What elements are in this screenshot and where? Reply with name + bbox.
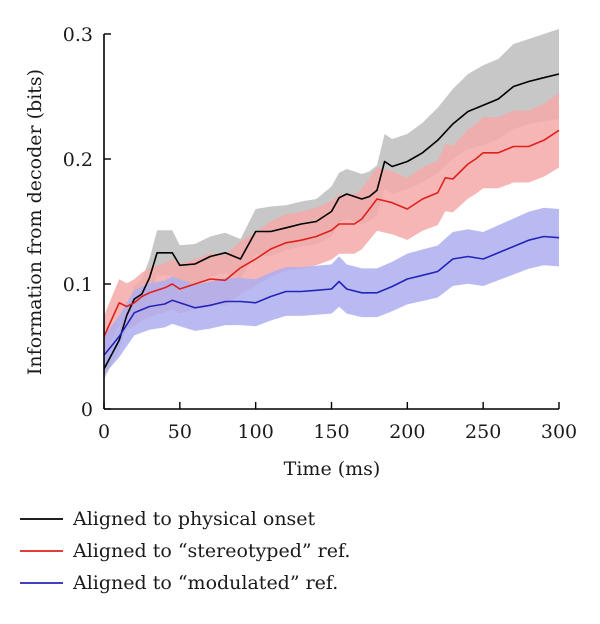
lines-layer xyxy=(103,73,560,370)
legend-label-2: Aligned to “modulated” ref. xyxy=(72,572,338,594)
x-tick-label: 250 xyxy=(465,421,501,443)
x-ticks: 0 50 100 150 200 250 300 xyxy=(98,402,577,443)
legend-label-0: Aligned to physical onset xyxy=(72,508,316,530)
x-tick-label: 0 xyxy=(98,421,110,443)
y-tick-label: 0.2 xyxy=(63,149,93,171)
y-ticks: 0 0.1 0.2 0.3 xyxy=(63,24,111,421)
x-tick-label: 50 xyxy=(168,421,192,443)
legend-label-1: Aligned to “stereotyped” ref. xyxy=(72,540,350,562)
y-tick-label: 0.1 xyxy=(63,274,93,296)
series-2-band xyxy=(104,207,559,375)
y-tick-label: 0 xyxy=(81,399,93,421)
x-tick-label: 100 xyxy=(238,421,274,443)
series-1-line xyxy=(103,129,560,337)
x-axis-label: Time (ms) xyxy=(284,458,381,480)
series-0-line xyxy=(103,73,560,370)
series-2-line xyxy=(103,235,560,356)
legend: Aligned to physical onset Aligned to “ste… xyxy=(20,508,350,594)
y-tick-label: 0.3 xyxy=(63,24,93,46)
y-axis-label: Information from decoder (bits) xyxy=(24,69,46,375)
bands-layer xyxy=(104,29,559,379)
axes: 0 50 100 150 200 250 300 0 0.1 0.2 0.3 xyxy=(63,24,577,443)
x-tick-label: 300 xyxy=(541,421,577,443)
x-tick-label: 200 xyxy=(389,421,425,443)
x-tick-label: 150 xyxy=(313,421,349,443)
